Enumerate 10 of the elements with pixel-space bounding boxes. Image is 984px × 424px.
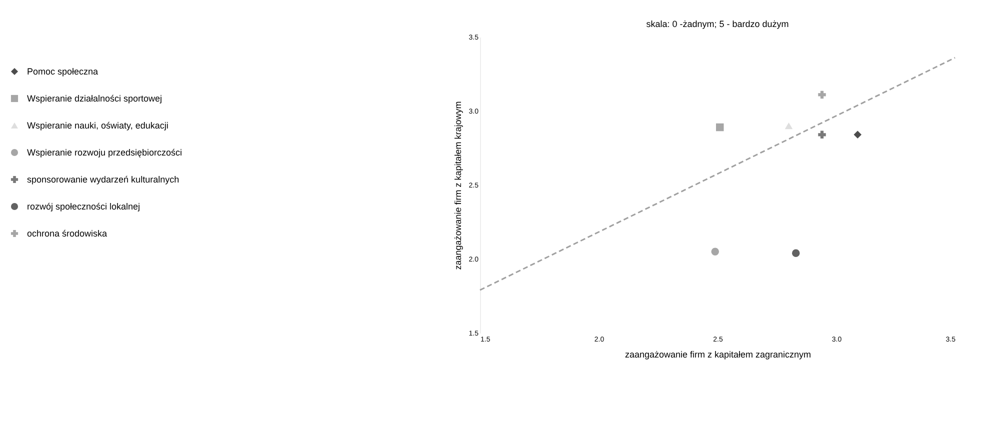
legend-label: Wspieranie działalności sportowej: [27, 94, 162, 104]
legend-label: sponsorowanie wydarzeń kulturalnych: [27, 174, 180, 184]
x-axis-title: zaangażowanie firm z kapitałem zagranicznym: [624, 350, 812, 360]
legend-label: Wspieranie nauki, oświaty, edukacji: [27, 120, 168, 130]
legend-label: rozwój społeczności lokalnej: [27, 202, 140, 212]
y-axis-title: zaangażowanie firm z kapitałem krajowym: [452, 101, 463, 270]
legend-label: Wspieranie rozwoju przedsiębiorczości: [27, 148, 182, 158]
legend-label: Pomoc społeczna: [27, 66, 98, 76]
chart-title: skala: 0 -żadnym; 5 - bardzo dużym: [646, 19, 789, 29]
legend-label: ochrona środowiska: [27, 228, 108, 238]
